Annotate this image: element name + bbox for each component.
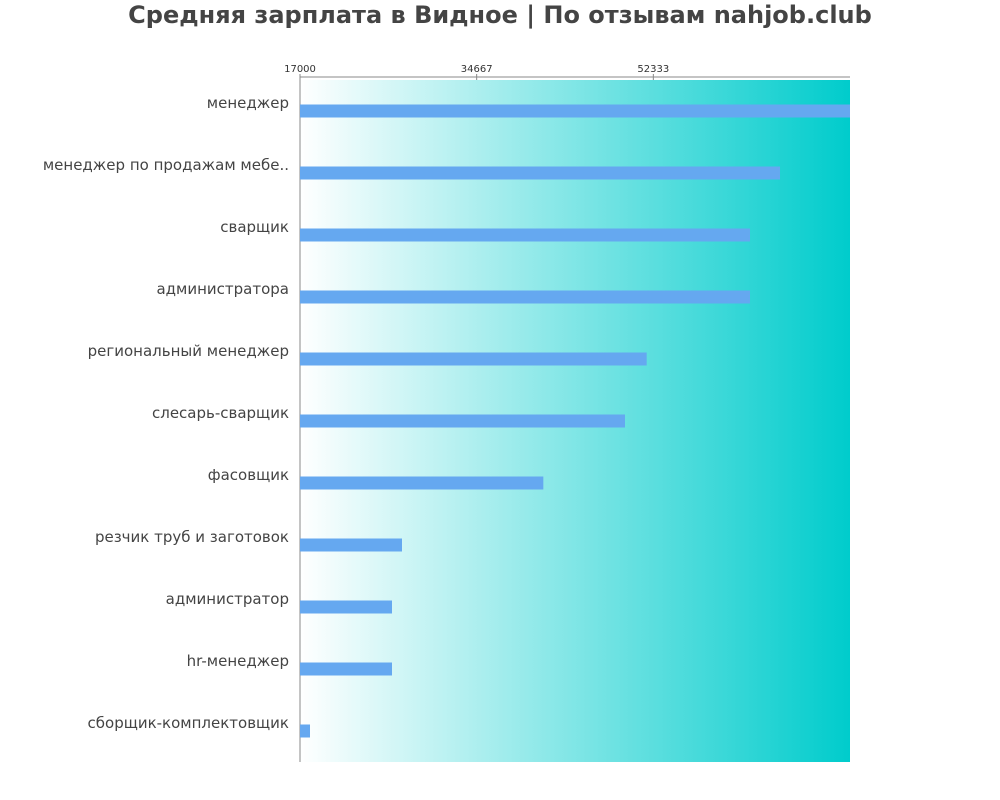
- bar: [300, 600, 392, 614]
- x-tick-label: 34667: [461, 64, 493, 75]
- x-axis-ticks: 17000 34667 52333: [284, 64, 669, 80]
- chart-title: Средняя зарплата в Видное | По отзывам n…: [128, 1, 872, 29]
- bar: [300, 414, 625, 428]
- category-label: администратора: [156, 280, 289, 298]
- category-label: hr-менеджер: [187, 652, 289, 670]
- bar: [300, 538, 402, 552]
- bars-group: [300, 104, 850, 738]
- category-label: сварщик: [220, 218, 289, 236]
- x-tick-label: 52333: [637, 64, 669, 75]
- category-label: резчик труб и заготовок: [95, 528, 289, 546]
- bar: [300, 662, 392, 676]
- bar: [300, 476, 544, 490]
- category-label: менеджер: [207, 94, 289, 112]
- category-labels: менеджер менеджер по продажам мебе.. сварщ…: [43, 94, 289, 732]
- category-label: администратор: [166, 590, 289, 608]
- bar: [300, 228, 750, 242]
- bar: [300, 352, 647, 366]
- x-tick-label: 17000: [284, 64, 316, 75]
- bar: [300, 290, 750, 304]
- bar: [300, 724, 310, 738]
- category-label: слесарь-сварщик: [152, 404, 289, 422]
- category-label: менеджер по продажам мебе..: [43, 156, 289, 174]
- category-label: сборщик-комплектовщик: [88, 714, 289, 732]
- bar: [300, 166, 780, 180]
- bar: [300, 104, 850, 118]
- category-label: региональный менеджер: [88, 342, 289, 360]
- category-label: фасовщик: [208, 466, 289, 484]
